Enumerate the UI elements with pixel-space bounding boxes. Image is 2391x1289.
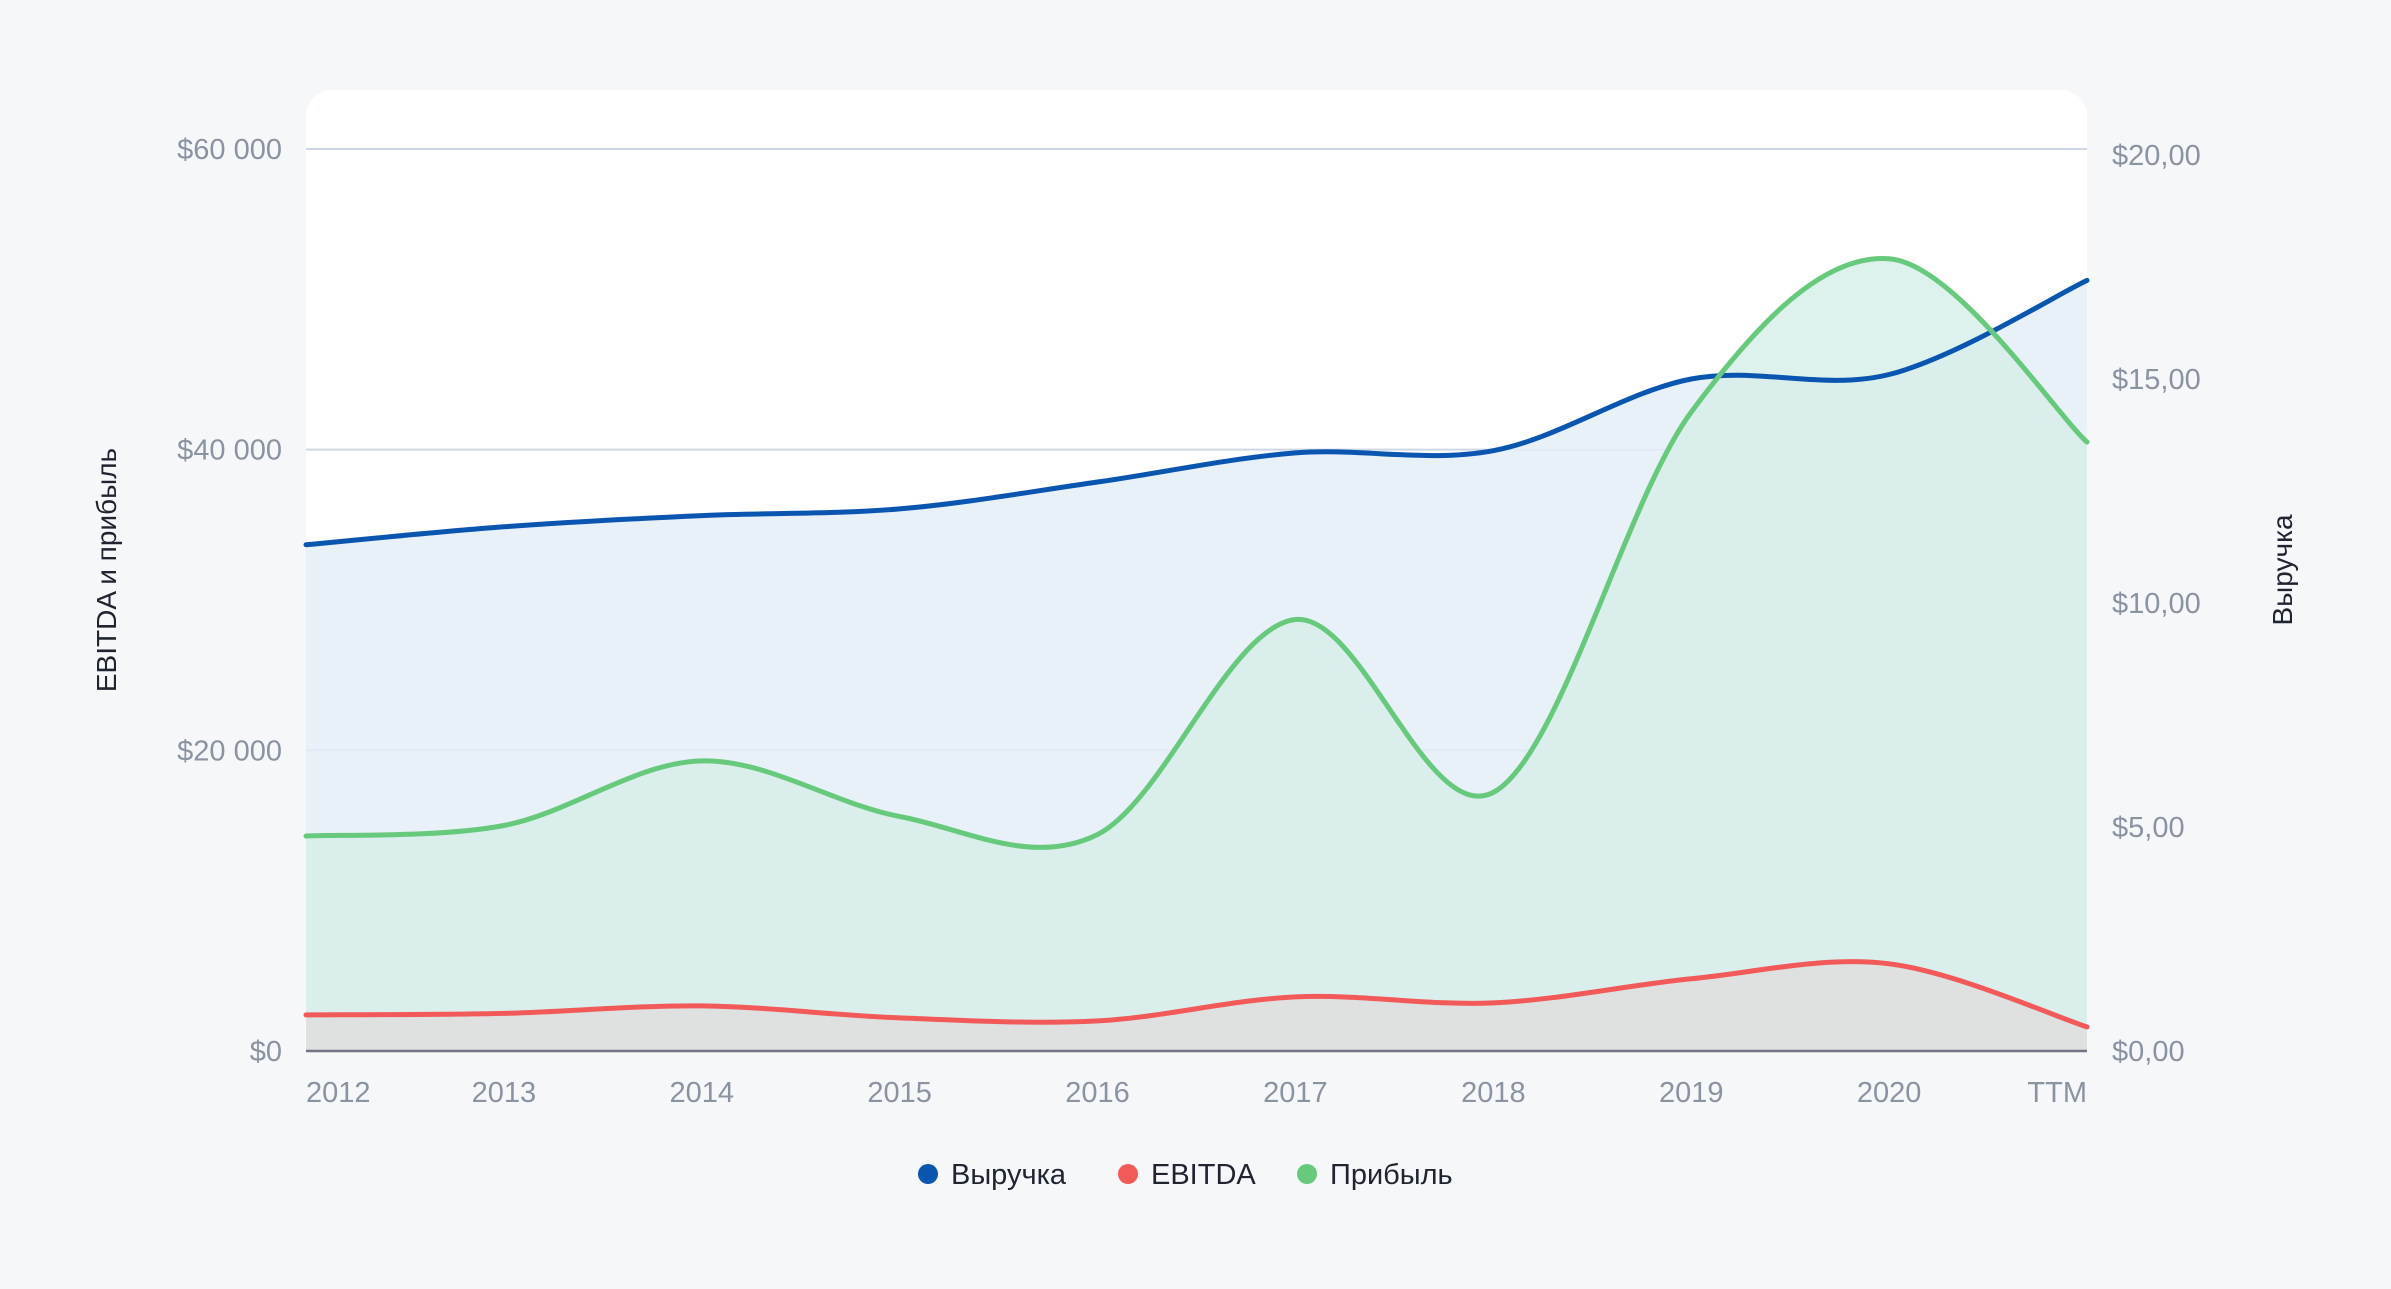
left-tick-label: $20 000 [177,735,282,767]
legend-label: EBITDA [1151,1159,1256,1191]
legend-label: Прибыль [1330,1159,1453,1191]
right-tick-label: $5,00 [2112,812,2185,844]
right-tick-label: $15,00 [2112,364,2201,396]
x-tick-label: TTM [2027,1077,2087,1109]
x-tick-label: 2020 [1857,1077,1922,1109]
x-tick-label: 2017 [1263,1077,1328,1109]
x-tick-label: 2019 [1659,1077,1724,1109]
legend-marker [1118,1164,1138,1184]
x-tick-label: 2016 [1065,1077,1130,1109]
legend-item-profit: Прибыль [1297,1159,1453,1191]
right-tick-label: $10,00 [2112,588,2201,620]
legend: Выручка EBITDA Прибыль [918,1159,1453,1191]
x-tick-label: 2014 [670,1077,735,1109]
x-tick-label: 2015 [867,1077,932,1109]
x-tick-label: 2012 [306,1077,371,1109]
x-tick-label: 2018 [1461,1077,1526,1109]
x-tick-label: 2013 [472,1077,537,1109]
left-tick-label: $60 000 [177,134,282,166]
legend-item-revenue: Выручка [918,1159,1067,1191]
left-tick-label: $0 [250,1036,282,1068]
right-tick-label: $20,00 [2112,140,2201,172]
legend-marker [1297,1164,1317,1184]
left-axis-ticks: $0 $20 000 $40 000 $60 000 [177,134,282,1068]
left-tick-label: $40 000 [177,435,282,467]
legend-item-ebitda: EBITDA [1118,1159,1256,1191]
legend-marker [918,1164,938,1184]
legend-label: Выручка [951,1159,1067,1191]
right-axis-title: Выручка [2267,514,2298,626]
right-axis-ticks: $0,00 $5,00 $10,00 $15,00 $20,00 [2112,140,2201,1068]
right-tick-label: $0,00 [2112,1036,2185,1068]
left-axis-title: EBITDA и прибыль [91,448,122,692]
x-axis-ticks: 2012 2013 2014 2015 2016 2017 2018 2019 2020 TTM [306,1077,2087,1109]
